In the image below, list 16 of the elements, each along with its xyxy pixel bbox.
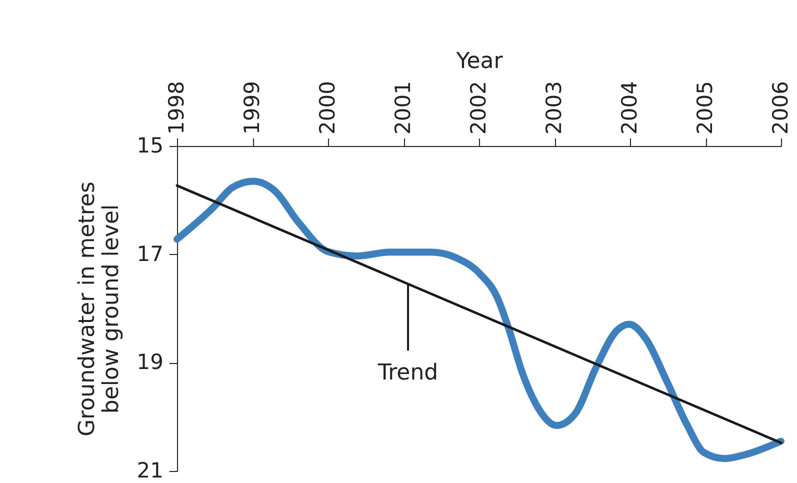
y-tick-label: 15 xyxy=(136,134,164,158)
y-tick-label: 17 xyxy=(136,242,164,266)
x-tick-label: 2006 xyxy=(768,81,792,134)
annotation: Trend xyxy=(376,360,438,386)
x-axis-title: Year xyxy=(455,49,504,74)
x-tick-label: 2003 xyxy=(542,81,566,134)
y-axis-title: Groundwater in metres below ground level xyxy=(74,182,124,436)
x-tick-label: 2005 xyxy=(693,81,717,134)
y-tick-label: 19 xyxy=(136,350,164,374)
x-tick-label: 2004 xyxy=(618,81,642,134)
y-tick-label: 21 xyxy=(136,458,164,482)
x-tick-label: 2001 xyxy=(391,81,415,134)
x-tick-label: 1999 xyxy=(240,81,264,134)
x-tick-label: 2002 xyxy=(466,81,490,134)
x-tick-label: 2000 xyxy=(316,81,340,134)
x-tick-label: 1998 xyxy=(164,81,188,134)
